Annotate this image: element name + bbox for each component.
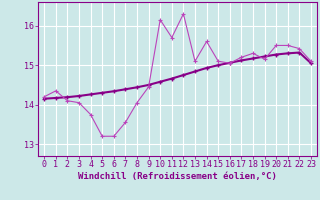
X-axis label: Windchill (Refroidissement éolien,°C): Windchill (Refroidissement éolien,°C) bbox=[78, 172, 277, 181]
